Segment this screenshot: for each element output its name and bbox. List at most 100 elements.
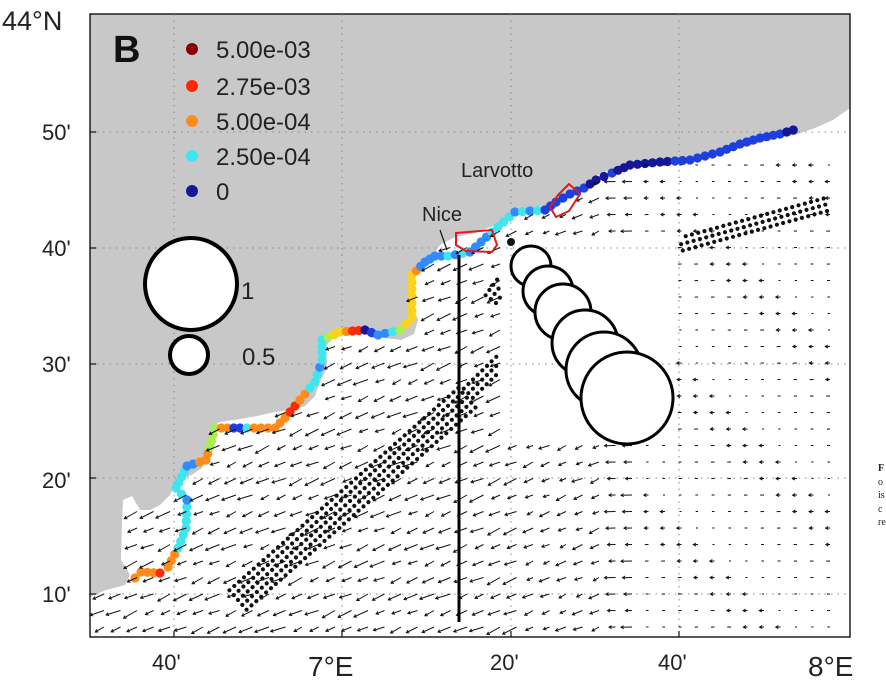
particle-dot <box>294 546 299 551</box>
current-arrow-head <box>108 595 112 600</box>
current-arrow-head <box>505 233 510 237</box>
current-arrow <box>339 593 352 599</box>
particle-dot <box>353 476 359 481</box>
particle-dot <box>752 215 757 220</box>
current-arrow-head <box>191 580 196 585</box>
current-arrow-head <box>276 496 281 501</box>
current-arrow <box>110 626 121 633</box>
current-arrow <box>491 263 501 268</box>
current-arrow-head <box>356 628 361 632</box>
particle-dot <box>270 567 275 573</box>
current-arrow-head <box>308 446 313 451</box>
current-arrow-head <box>391 561 396 566</box>
current-arrow <box>592 445 600 449</box>
current-arrow <box>370 461 385 468</box>
current-arrow-head <box>808 361 813 366</box>
current-arrow <box>455 247 468 255</box>
current-arrow <box>470 478 484 483</box>
caption-line: c <box>878 503 883 515</box>
current-arrow-head <box>126 628 131 633</box>
current-arrow-head <box>257 513 262 518</box>
current-arrow-head <box>325 347 330 351</box>
current-arrow <box>289 610 303 616</box>
current-arrow <box>437 626 451 633</box>
particle-dot <box>475 382 480 387</box>
current-arrow-head <box>791 493 796 498</box>
current-arrow <box>324 362 336 370</box>
particle-dot <box>392 441 398 446</box>
current-arrow-head <box>742 608 746 613</box>
current-arrow <box>353 379 369 386</box>
particle-dot <box>444 422 449 427</box>
current-arrow-head <box>438 480 443 484</box>
current-arrow-head <box>605 592 609 597</box>
current-arrow <box>558 461 567 466</box>
current-arrow-head <box>659 526 664 531</box>
current-arrow-head <box>401 463 406 468</box>
current-arrow-head <box>420 317 425 322</box>
particle-dot <box>382 459 387 464</box>
particle-dot <box>449 417 454 422</box>
current-arrow-head <box>405 629 410 634</box>
current-arrow <box>471 296 484 304</box>
particle-dot <box>376 482 381 487</box>
current-arrow <box>588 197 600 204</box>
current-arrow-head <box>288 482 293 487</box>
particle-dot <box>285 536 290 541</box>
current-arrow <box>473 511 484 517</box>
current-arrow-head <box>709 245 713 250</box>
particle-dot <box>464 395 469 400</box>
current-arrow-head <box>774 295 779 300</box>
current-arrow-head <box>226 464 231 468</box>
current-arrow <box>370 511 385 518</box>
current-arrow-head <box>419 497 424 501</box>
current-arrow-head <box>221 447 226 452</box>
current-arrow-head <box>643 179 647 184</box>
current-arrow-head <box>254 530 259 534</box>
current-arrow-head <box>122 615 127 619</box>
current-arrow-head <box>725 608 730 613</box>
particle-dot <box>235 597 241 603</box>
particle-dot <box>808 199 814 204</box>
current-arrow-head <box>575 461 580 466</box>
current-arrow <box>274 461 286 467</box>
current-arrow-head <box>758 311 763 316</box>
particle-dot <box>446 394 451 399</box>
current-arrow <box>191 577 204 585</box>
current-arrow <box>326 577 336 582</box>
particle-dot <box>255 580 260 585</box>
current-arrow-head <box>423 430 428 435</box>
particle-dot <box>309 533 314 538</box>
current-arrow-head <box>504 462 509 467</box>
particle-dot <box>323 520 328 525</box>
current-arrow <box>174 577 187 582</box>
current-arrow-head <box>437 629 442 634</box>
particle-dot <box>439 426 445 431</box>
current-arrow-head <box>176 561 181 566</box>
current-arrow <box>309 445 319 450</box>
current-arrow <box>473 461 484 467</box>
x-tick-label-major: 7°E <box>308 651 353 682</box>
current-arrow-head <box>470 430 475 434</box>
particle-dot <box>441 398 446 403</box>
current-arrow-head <box>592 181 597 186</box>
current-arrow-head <box>524 231 529 236</box>
current-arrow-head <box>407 381 412 385</box>
current-arrow <box>437 263 451 272</box>
current-arrow-head <box>375 611 380 615</box>
current-arrow-head <box>320 482 324 486</box>
current-arrow-head <box>621 509 626 514</box>
current-arrow-head <box>357 578 362 583</box>
current-arrow <box>488 428 501 436</box>
current-arrow-head <box>572 561 577 566</box>
current-arrow <box>257 610 270 617</box>
particle-dot <box>679 242 684 247</box>
current-arrow <box>422 346 435 352</box>
current-arrow-head <box>588 595 593 600</box>
current-arrow-head <box>606 542 611 547</box>
current-arrow <box>419 593 435 600</box>
particle-dot <box>790 205 795 210</box>
current-arrow-head <box>439 612 444 617</box>
current-arrow-head <box>421 629 426 634</box>
coastal-station <box>155 568 165 578</box>
